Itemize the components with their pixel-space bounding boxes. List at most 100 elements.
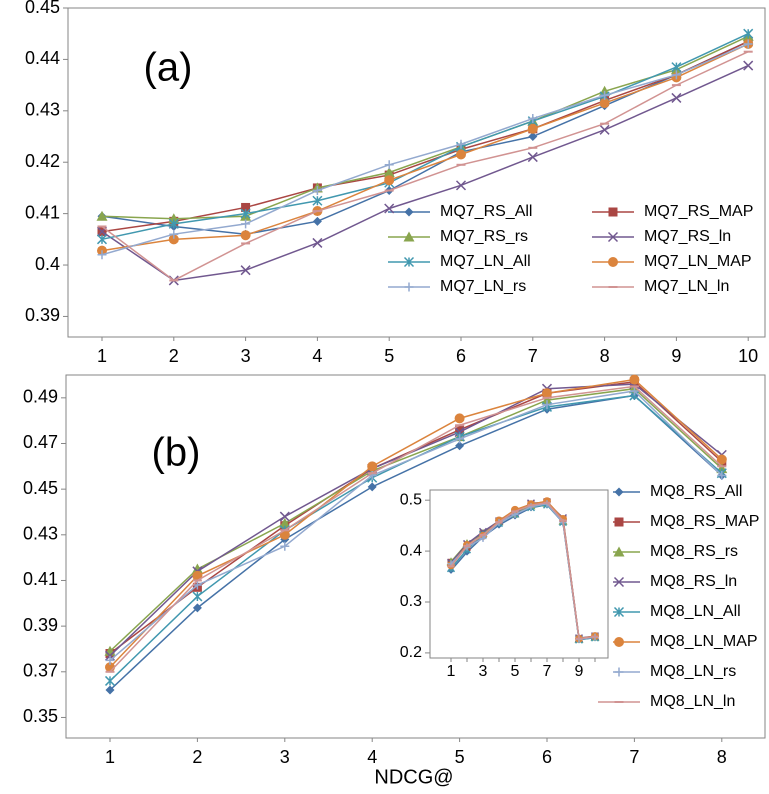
marker xyxy=(280,541,290,551)
legend-label: MQ7_RS_MAP xyxy=(644,203,753,220)
marker xyxy=(743,60,754,71)
legend-marker xyxy=(403,231,415,242)
legend-label: MQ8_LN_ln xyxy=(650,693,735,710)
marker xyxy=(599,98,610,109)
marker xyxy=(716,454,727,465)
x-tick-label: 3 xyxy=(280,747,290,767)
legend-marker xyxy=(607,231,619,243)
marker xyxy=(279,517,291,528)
x-tick-label: 1 xyxy=(97,346,107,366)
x-tick-label: 5 xyxy=(384,346,394,366)
marker xyxy=(168,218,179,229)
y-tick-label: 0.3 xyxy=(400,593,422,610)
marker xyxy=(743,39,753,49)
x-tick-label: 4 xyxy=(367,747,377,767)
legend-marker xyxy=(614,517,624,527)
marker xyxy=(717,470,727,480)
legend-marker xyxy=(614,637,624,647)
marker xyxy=(241,202,251,212)
legend-marker xyxy=(613,576,625,588)
legend-label: MQ8_LN_MAP xyxy=(650,633,758,650)
y-tick-label: 0.41 xyxy=(23,569,58,589)
y-tick-label: 0.4 xyxy=(35,254,60,274)
x-axis-label: NDCG@ xyxy=(374,766,453,788)
panel-label: (b) xyxy=(152,431,201,475)
marker xyxy=(456,139,466,149)
marker xyxy=(528,114,538,124)
y-tick-label: 0.39 xyxy=(25,305,60,325)
legend-marker xyxy=(404,282,414,292)
legend-label: MQ7_RS_rs xyxy=(440,228,528,245)
marker xyxy=(629,386,639,396)
marker xyxy=(105,685,115,695)
marker xyxy=(96,210,108,221)
legend-marker xyxy=(613,546,625,557)
x-tick-label: 2 xyxy=(169,346,179,366)
panel-label: (a) xyxy=(144,46,193,90)
x-tick-label: 5 xyxy=(511,663,520,680)
series-line xyxy=(101,43,749,252)
marker xyxy=(455,434,465,444)
series-line xyxy=(101,35,749,220)
marker xyxy=(671,70,681,80)
y-tick-label: 0.49 xyxy=(23,387,58,407)
y-tick-label: 0.42 xyxy=(25,151,60,171)
x-tick-label: 2 xyxy=(192,747,202,767)
marker xyxy=(455,180,467,191)
marker xyxy=(541,394,553,405)
legend-label: MQ8_RS_ln xyxy=(650,573,737,590)
legend-label: MQ7_LN_rs xyxy=(440,278,526,295)
legend-marker xyxy=(608,257,618,267)
y-tick-label: 0.45 xyxy=(25,0,60,17)
marker xyxy=(542,400,552,410)
series-line xyxy=(101,51,749,282)
marker xyxy=(479,534,487,542)
y-tick-label: 0.5 xyxy=(400,491,422,508)
marker xyxy=(383,167,395,177)
marker xyxy=(104,675,116,686)
x-tick-label: 10 xyxy=(738,346,758,366)
marker xyxy=(384,203,395,214)
x-tick-label: 5 xyxy=(455,747,465,767)
marker xyxy=(600,90,610,100)
marker xyxy=(455,425,465,435)
x-tick-label: 6 xyxy=(456,346,466,366)
marker xyxy=(671,92,682,103)
marker xyxy=(169,229,179,239)
x-tick-label: 8 xyxy=(717,747,727,767)
marker xyxy=(528,132,538,142)
legend-label: MQ8_LN_All xyxy=(650,603,741,620)
legend-marker xyxy=(608,207,618,217)
legend-label: MQ7_LN_MAP xyxy=(644,253,752,270)
plot-frame xyxy=(65,374,766,739)
x-tick-label: 9 xyxy=(671,346,681,366)
y-tick-label: 0.37 xyxy=(23,661,58,681)
marker xyxy=(384,160,394,170)
series-line xyxy=(101,43,749,256)
x-tick-label: 3 xyxy=(241,346,251,366)
marker xyxy=(527,123,538,134)
marker xyxy=(312,185,322,195)
marker xyxy=(191,563,203,574)
series-line xyxy=(109,385,723,673)
marker xyxy=(96,234,108,245)
marker xyxy=(456,149,466,160)
marker xyxy=(629,374,640,385)
marker xyxy=(279,529,290,540)
marker xyxy=(104,650,116,661)
y-tick-label: 0.45 xyxy=(23,478,58,498)
marker xyxy=(240,265,251,276)
legend-label: MQ8_RS_rs xyxy=(650,543,738,560)
legend-marker xyxy=(614,487,624,497)
legend-marker xyxy=(614,667,624,677)
legend-label: MQ8_LN_rs xyxy=(650,663,736,680)
y-tick-label: 0.35 xyxy=(23,706,58,726)
x-tick-label: 4 xyxy=(312,346,322,366)
marker xyxy=(279,511,290,522)
plot-frame xyxy=(429,489,609,659)
marker xyxy=(241,219,251,229)
marker xyxy=(671,62,682,73)
marker xyxy=(168,234,179,245)
series-line xyxy=(101,40,749,233)
legend-label: MQ8_RS_All xyxy=(650,483,742,500)
